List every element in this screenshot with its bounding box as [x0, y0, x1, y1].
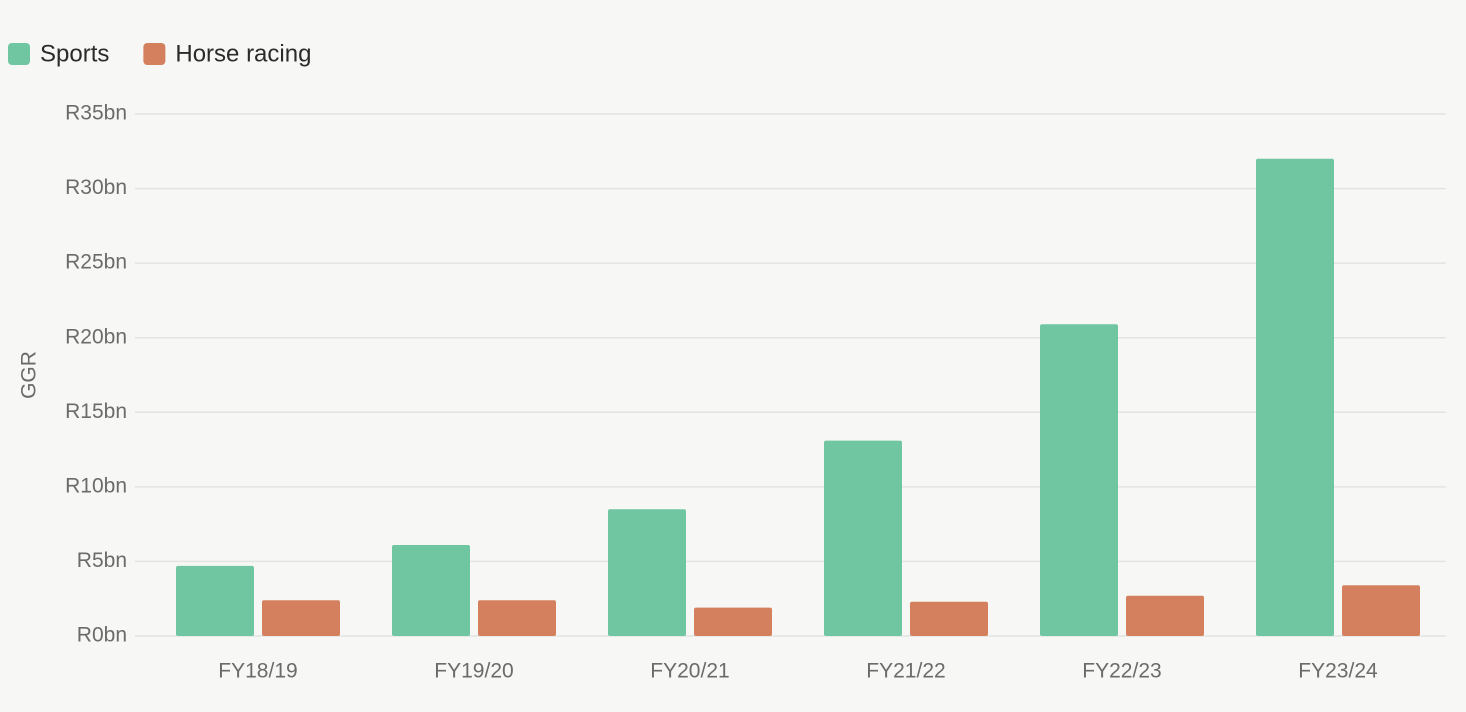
bar: [176, 565, 254, 636]
bar: [1040, 324, 1118, 636]
y-tick-label: R35bn: [65, 102, 127, 125]
y-tick-label: R30bn: [65, 176, 127, 199]
y-tick-label: R25bn: [65, 251, 127, 274]
bar: [694, 607, 772, 636]
x-tick-label: FY19/20: [434, 660, 513, 683]
y-tick-label: R0bn: [77, 624, 127, 647]
x-tick-label: FY21/22: [866, 660, 945, 683]
x-tick-label: FY23/24: [1298, 660, 1378, 683]
y-tick-label: R5bn: [77, 549, 127, 572]
x-tick-label: FY22/23: [1082, 660, 1161, 683]
x-tick-label: FY20/21: [650, 660, 729, 683]
bar: [1342, 585, 1420, 636]
bar: [392, 545, 470, 636]
y-tick-label: R15bn: [65, 400, 127, 423]
bar: [910, 601, 988, 636]
legend-swatch: [143, 43, 166, 65]
legend-label: Horse racing: [175, 40, 311, 67]
y-axis-label: GGR: [18, 351, 41, 399]
bar: [1126, 595, 1204, 636]
y-tick-label: R20bn: [65, 325, 127, 348]
legend-label: Sports: [40, 40, 109, 67]
bar: [608, 509, 686, 636]
bar: [824, 440, 902, 636]
y-tick-label: R10bn: [65, 474, 127, 497]
bar: [1256, 158, 1334, 636]
legend-swatch: [8, 43, 30, 65]
bar: [478, 600, 556, 636]
x-tick-label: FY18/19: [218, 660, 297, 683]
bar: [262, 600, 340, 636]
